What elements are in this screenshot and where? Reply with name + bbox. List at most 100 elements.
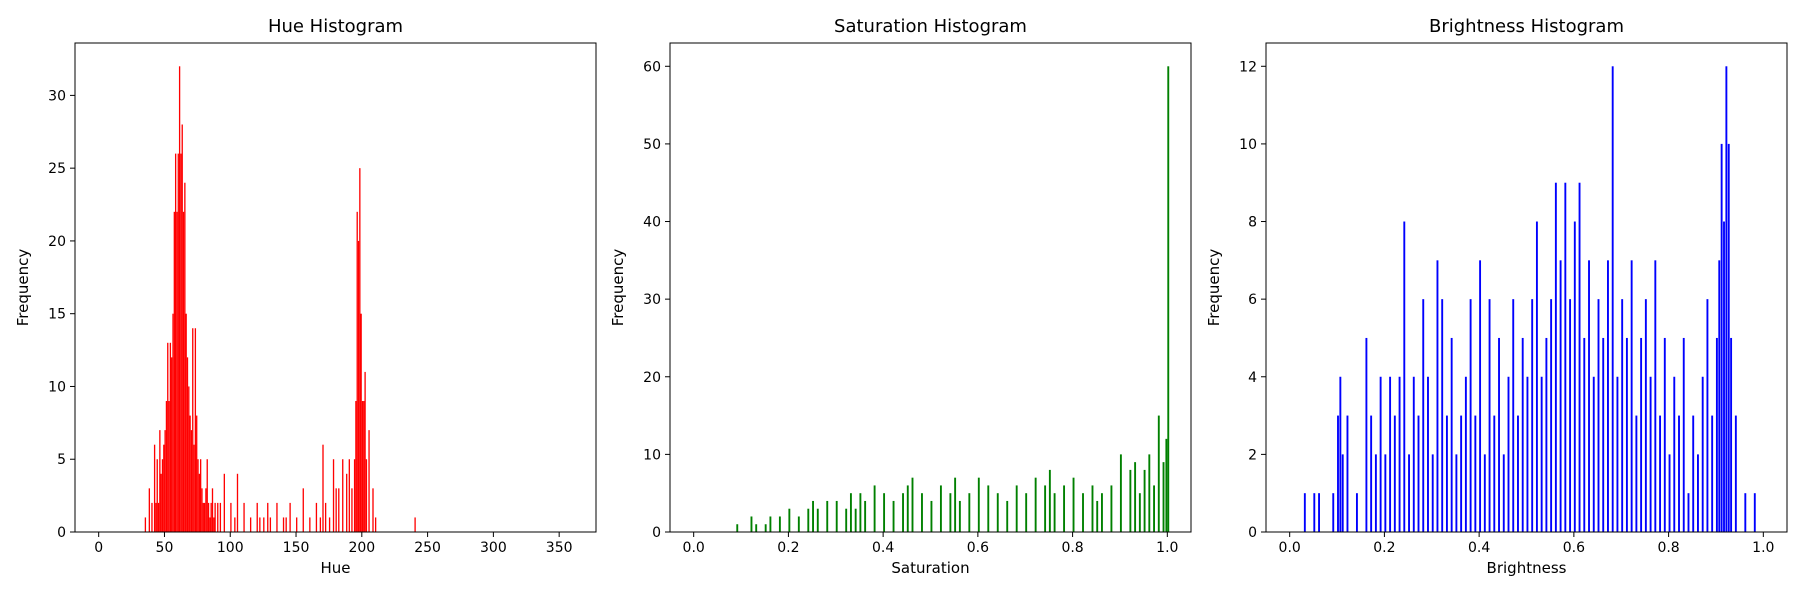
bar — [151, 502, 153, 532]
bar — [181, 124, 183, 532]
x-axis-label: Brightness — [1487, 559, 1567, 577]
bar — [356, 211, 358, 532]
y-axis-label: Frequency — [609, 249, 627, 327]
x-tick-label: 0.6 — [967, 540, 989, 556]
bar — [1370, 415, 1373, 532]
bar — [1119, 454, 1122, 532]
bar — [177, 153, 179, 533]
bar — [1687, 493, 1690, 532]
bar — [256, 502, 258, 532]
bar — [1718, 260, 1721, 532]
y-tick-label: 0 — [1248, 525, 1257, 541]
bar — [1706, 299, 1709, 532]
x-axis-label: Hue — [320, 559, 350, 577]
x-tick-label: 350 — [546, 540, 573, 556]
bar — [173, 211, 175, 532]
bar — [374, 517, 377, 532]
bar — [954, 477, 957, 532]
bar — [1441, 299, 1444, 532]
bar — [342, 459, 344, 532]
bar — [1479, 260, 1482, 532]
bar — [1072, 477, 1075, 532]
bar — [883, 493, 886, 532]
bar — [328, 517, 331, 532]
bar — [190, 430, 193, 533]
bar — [1678, 415, 1680, 532]
bars — [144, 66, 416, 533]
bar — [219, 502, 222, 532]
bar — [217, 502, 219, 532]
bar — [355, 401, 357, 532]
bar — [213, 517, 215, 532]
bar — [1303, 493, 1306, 532]
x-tick-label: 0.4 — [1468, 540, 1490, 556]
bar — [1450, 337, 1453, 532]
bar — [1110, 485, 1113, 532]
bar — [1096, 500, 1099, 532]
bar — [1649, 376, 1652, 532]
bar — [180, 153, 182, 533]
bar — [167, 342, 169, 532]
bar — [968, 493, 971, 532]
bar — [1723, 221, 1725, 532]
x-tick-label: 150 — [283, 540, 310, 556]
bar — [736, 524, 739, 532]
bar — [1015, 485, 1018, 532]
x-tick-label: 50 — [156, 540, 174, 556]
bar — [1507, 376, 1510, 532]
bar — [157, 502, 160, 532]
bar — [1134, 462, 1137, 532]
bar — [1611, 66, 1614, 532]
bar — [1744, 493, 1747, 532]
bar — [1592, 376, 1595, 532]
chart-panel-2: 0.0 0.2 0.4 0.6 0.8 1.0 0 2 4 6 8 10 12 Brightness Hi… — [1205, 16, 1788, 577]
bar — [1408, 454, 1410, 532]
bar — [1483, 454, 1486, 532]
y-tick-label: 0 — [652, 525, 661, 541]
bar — [1460, 415, 1463, 532]
bar — [1630, 260, 1633, 532]
bar — [178, 66, 181, 532]
bar — [189, 415, 191, 532]
x-tick-label: 0.6 — [1563, 540, 1585, 556]
bar — [171, 357, 173, 532]
y-tick-label: 30 — [643, 292, 661, 308]
bar — [1346, 415, 1349, 532]
bar — [1332, 493, 1335, 532]
y-axis-label: Frequency — [14, 249, 32, 327]
bar — [902, 493, 904, 532]
bar — [148, 488, 150, 532]
y-tick-label: 20 — [643, 370, 661, 386]
bar — [368, 430, 370, 533]
bar — [1583, 337, 1586, 532]
x-tick-label: 0.0 — [1279, 540, 1301, 556]
bar — [319, 517, 322, 532]
bar — [172, 313, 174, 532]
bar — [351, 488, 353, 532]
bar — [1730, 337, 1733, 532]
bar — [193, 444, 195, 532]
bar — [1034, 477, 1037, 532]
bar — [977, 477, 980, 532]
bar — [1517, 415, 1519, 532]
y-tick-label: 25 — [48, 161, 66, 177]
bar — [930, 500, 933, 532]
x-tick-label: 100 — [217, 540, 244, 556]
bar — [338, 488, 340, 532]
bar — [755, 524, 758, 532]
bar — [199, 459, 202, 532]
bar — [1488, 299, 1491, 532]
bar — [364, 371, 366, 532]
bar — [414, 517, 416, 532]
x-axis-label: Saturation — [891, 559, 969, 577]
bar — [1498, 337, 1500, 532]
bar — [1545, 337, 1548, 532]
bar — [236, 473, 239, 532]
bar — [185, 313, 187, 532]
bar — [1445, 415, 1448, 532]
x-tick-label: 1.0 — [1752, 540, 1774, 556]
x-tick-label: 0.4 — [872, 540, 894, 556]
bar — [234, 517, 236, 532]
chart-panel-0: 0 50 100 150 200 250 300 350 0 5 10 15 20 25 30 Hue His… — [14, 16, 597, 577]
y-tick-label: 50 — [643, 137, 661, 153]
